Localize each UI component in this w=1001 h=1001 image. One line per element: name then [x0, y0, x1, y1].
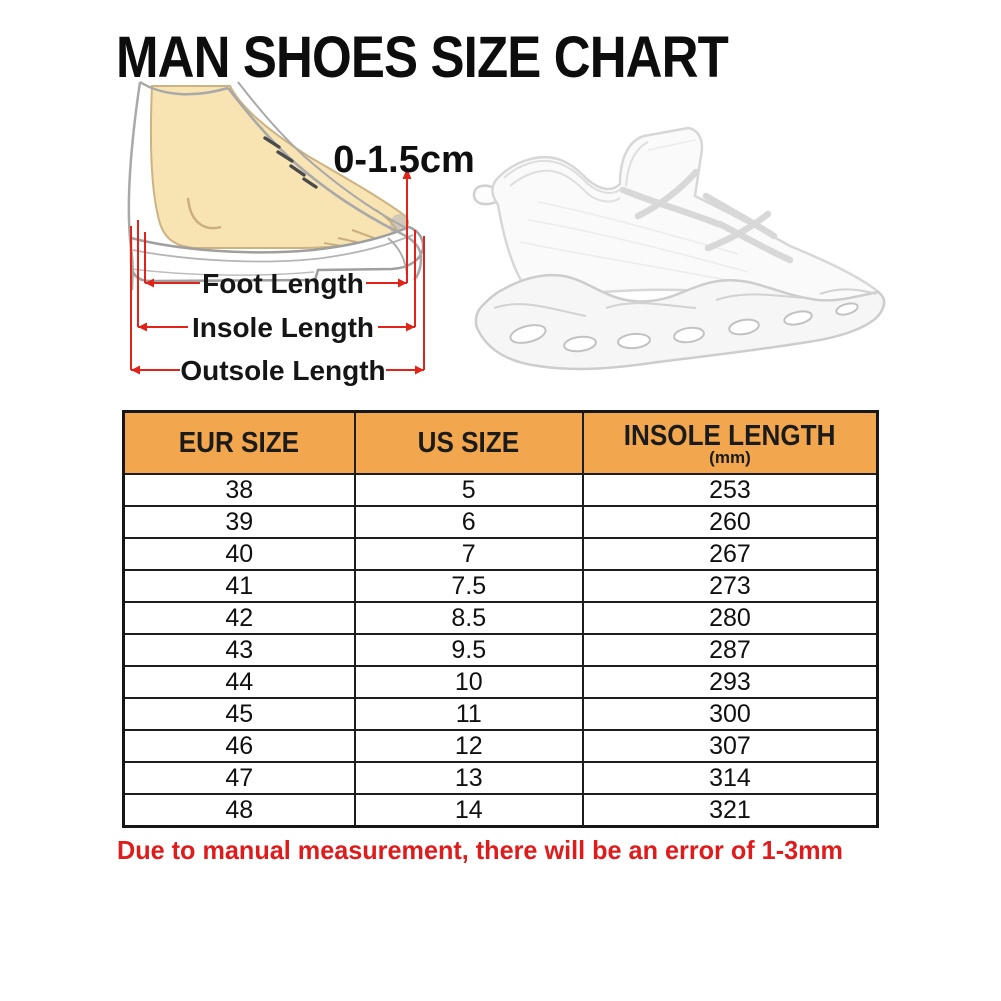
table-cell: 314 [581, 761, 879, 795]
table-cell: 40 [122, 537, 356, 571]
table-cell: 7.5 [353, 569, 584, 603]
foot-illustration [149, 85, 409, 249]
table-cell: 42 [122, 601, 356, 635]
sole-waves [493, 288, 877, 317]
table-cell: 39 [122, 505, 356, 539]
table-cell: 253 [581, 473, 879, 507]
table-cell: 260 [581, 505, 879, 539]
outsole-length-label: Outsole Length [180, 355, 385, 386]
table-row: 42 8.5 280 [122, 601, 879, 635]
table-cell: 46 [122, 729, 356, 763]
table-cell: 48 [122, 793, 356, 828]
col-header-eur-size: EUR SIZE [122, 410, 356, 475]
toe-gap-label: 0-1.5cm [333, 139, 475, 181]
table-row: 47 13 314 [122, 761, 879, 795]
shoe-outline [127, 80, 423, 291]
insole-length-label: Insole Length [192, 312, 374, 343]
table-cell: 6 [353, 505, 584, 539]
table-cell: 13 [353, 761, 584, 795]
laces [619, 168, 794, 264]
col-header-us-size: US SIZE [353, 410, 584, 475]
table-cell: 321 [581, 793, 879, 828]
lace-hooks [263, 136, 318, 189]
table-cell: 12 [353, 729, 584, 763]
table-row: 39 6 260 [122, 505, 879, 539]
table-row: 43 9.5 287 [122, 633, 879, 667]
col-header-us-size-label: US SIZE [417, 426, 520, 459]
foot-length-label: Foot Length [202, 268, 364, 299]
table-cell: 44 [122, 665, 356, 699]
table-cell: 43 [122, 633, 356, 667]
sneaker-image [472, 126, 886, 371]
table-cell: 7 [353, 537, 584, 571]
table-row: 48 14 321 [122, 793, 879, 828]
table-cell: 38 [122, 473, 356, 507]
page-title: MAN SHOES SIZE CHART [116, 25, 729, 90]
col-header-eur-size-label: EUR SIZE [179, 426, 300, 459]
col-header-insole-length-label: INSOLE LENGTH [624, 420, 836, 452]
table-cell: 47 [122, 761, 356, 795]
table-cell: 9.5 [353, 633, 584, 667]
table-cell: 14 [353, 793, 584, 828]
disclaimer-text: Due to manual measurement, there will be… [117, 835, 843, 865]
table-cell: 267 [581, 537, 879, 571]
table-row: 38 5 253 [122, 473, 879, 507]
table-cell: 273 [581, 569, 879, 603]
table-row: 46 12 307 [122, 729, 879, 763]
table-cell: 5 [353, 473, 584, 507]
col-header-unit-label: (mm) [709, 448, 751, 467]
table-cell: 293 [581, 665, 879, 699]
table-cell: 307 [581, 729, 879, 763]
table-cell: 10 [353, 665, 584, 699]
measurement-lines [130, 168, 425, 375]
table-cell: 8.5 [353, 601, 584, 635]
table-cell: 287 [581, 633, 879, 667]
table-cell: 45 [122, 697, 356, 731]
table-row: 41 7.5 273 [122, 569, 879, 603]
foot-measurement-diagram: 0-1.5cm Foot Length Insole Length Outsol… [127, 80, 475, 386]
table-cell: 11 [353, 697, 584, 731]
collar-lines [503, 141, 649, 203]
table-cell: 41 [122, 569, 356, 603]
table-row: 44 10 293 [122, 665, 879, 699]
col-header-insole-length: INSOLE LENGTH (mm) [581, 410, 879, 475]
sole-holes [509, 302, 859, 353]
table-cell: 300 [581, 697, 879, 731]
table-row: 45 11 300 [122, 697, 879, 731]
table-row: 40 7 267 [122, 537, 879, 571]
table-header-row: EUR SIZE US SIZE INSOLE LENGTH (mm) [122, 410, 879, 475]
table-cell: 280 [581, 601, 879, 635]
size-table: EUR SIZE US SIZE INSOLE LENGTH (mm) 38 5… [122, 410, 879, 828]
